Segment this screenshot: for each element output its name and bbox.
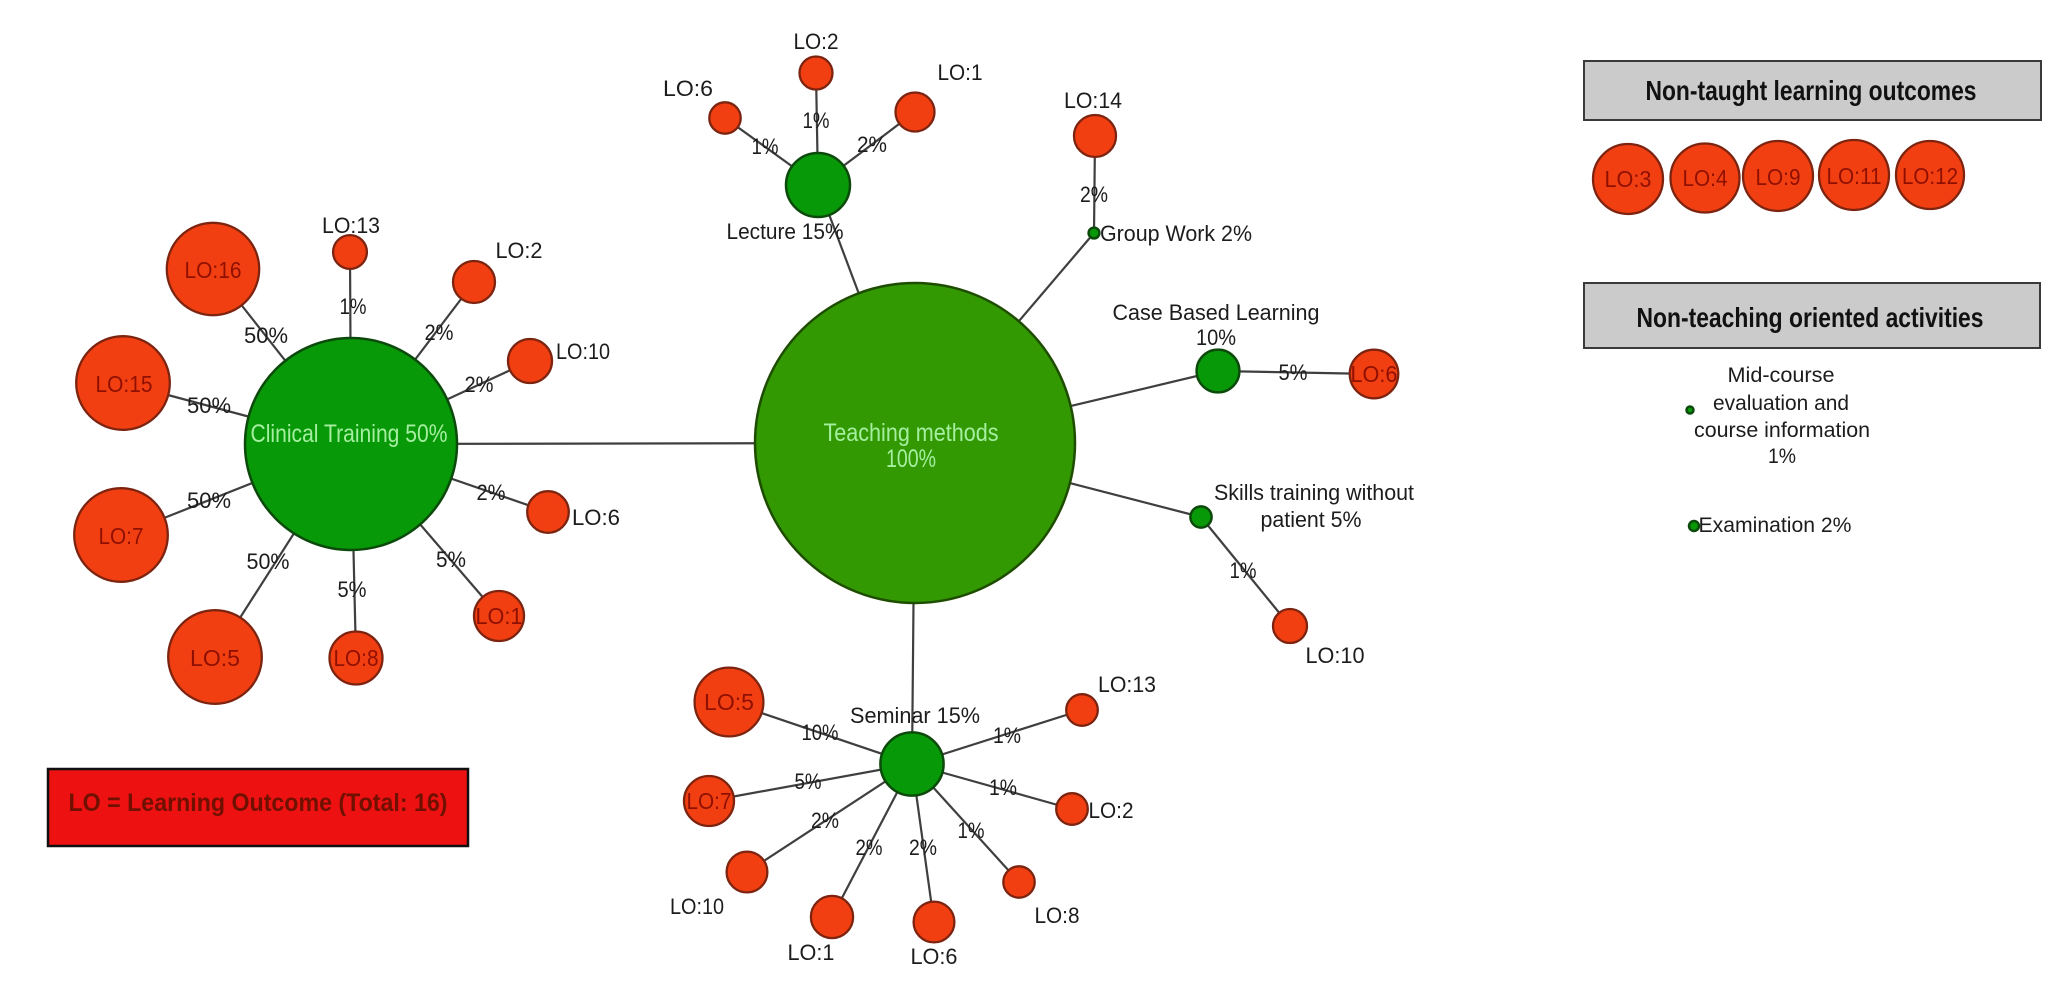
svg-text:LO:7: LO:7 bbox=[99, 523, 144, 549]
svg-text:1%: 1% bbox=[1230, 558, 1257, 583]
svg-text:LO:8: LO:8 bbox=[334, 645, 379, 671]
svg-text:50%: 50% bbox=[187, 488, 231, 513]
svg-text:Clinical Training 50%: Clinical Training 50% bbox=[251, 420, 448, 448]
svg-text:50%: 50% bbox=[247, 549, 290, 574]
svg-text:LO:15: LO:15 bbox=[96, 371, 153, 397]
svg-text:LO:6: LO:6 bbox=[572, 505, 620, 530]
svg-text:LO:5: LO:5 bbox=[190, 645, 240, 671]
svg-text:LO:11: LO:11 bbox=[1827, 163, 1882, 189]
svg-text:Teaching methods: Teaching methods bbox=[824, 419, 999, 447]
svg-text:LO:2: LO:2 bbox=[1089, 798, 1134, 823]
svg-text:LO:6: LO:6 bbox=[911, 944, 958, 969]
svg-text:Skills training without: Skills training without bbox=[1214, 480, 1414, 505]
svg-text:Non-teaching oriented activiti: Non-teaching oriented activities bbox=[1637, 302, 1984, 333]
svg-text:5%: 5% bbox=[436, 547, 466, 572]
svg-text:50%: 50% bbox=[187, 393, 231, 418]
svg-text:1%: 1% bbox=[803, 108, 830, 133]
svg-text:Mid-course: Mid-course bbox=[1728, 364, 1835, 387]
svg-text:5%: 5% bbox=[338, 577, 367, 602]
svg-text:100%: 100% bbox=[886, 445, 936, 473]
svg-text:Examination 2%: Examination 2% bbox=[1699, 514, 1852, 537]
svg-text:course information: course information bbox=[1694, 419, 1870, 442]
svg-text:50%: 50% bbox=[244, 323, 288, 348]
svg-text:LO:2: LO:2 bbox=[496, 238, 543, 263]
svg-text:Case Based Learning: Case Based Learning bbox=[1113, 300, 1320, 325]
svg-text:LO:6: LO:6 bbox=[1351, 361, 1398, 387]
svg-text:LO = Learning Outcome (Total:: LO = Learning Outcome (Total: 16) bbox=[69, 789, 448, 817]
svg-text:LO:3: LO:3 bbox=[1605, 166, 1652, 192]
svg-text:LO:7: LO:7 bbox=[687, 788, 732, 814]
svg-text:LO:13: LO:13 bbox=[1098, 672, 1156, 697]
svg-text:2%: 2% bbox=[811, 808, 839, 833]
svg-text:1%: 1% bbox=[1768, 445, 1796, 468]
svg-text:LO:5: LO:5 bbox=[704, 689, 754, 715]
svg-text:LO:1: LO:1 bbox=[788, 940, 835, 965]
svg-text:LO:1: LO:1 bbox=[476, 603, 523, 629]
svg-text:LO:2: LO:2 bbox=[794, 29, 839, 54]
svg-text:1%: 1% bbox=[989, 775, 1017, 800]
svg-text:LO:10: LO:10 bbox=[670, 894, 724, 919]
svg-text:5%: 5% bbox=[1279, 360, 1308, 385]
svg-text:Seminar 15%: Seminar 15% bbox=[850, 703, 980, 728]
svg-text:2%: 2% bbox=[857, 132, 887, 157]
svg-text:LO:14: LO:14 bbox=[1064, 88, 1122, 113]
svg-text:LO:10: LO:10 bbox=[556, 339, 610, 364]
svg-text:LO:12: LO:12 bbox=[1902, 163, 1958, 189]
svg-text:1%: 1% bbox=[993, 723, 1021, 748]
svg-text:1%: 1% bbox=[958, 818, 985, 843]
svg-text:LO:1: LO:1 bbox=[938, 60, 983, 85]
svg-text:evaluation and: evaluation and bbox=[1713, 392, 1849, 415]
svg-text:Non-taught learning outcomes: Non-taught learning outcomes bbox=[1646, 75, 1977, 106]
svg-text:patient 5%: patient 5% bbox=[1261, 507, 1362, 532]
svg-text:5%: 5% bbox=[795, 769, 822, 794]
svg-text:LO:6: LO:6 bbox=[663, 76, 713, 101]
svg-text:10%: 10% bbox=[1196, 325, 1236, 350]
svg-text:Lecture 15%: Lecture 15% bbox=[727, 219, 844, 244]
svg-text:1%: 1% bbox=[752, 134, 779, 159]
svg-text:2%: 2% bbox=[1080, 182, 1108, 207]
svg-text:LO:10: LO:10 bbox=[1306, 643, 1365, 668]
svg-text:LO:16: LO:16 bbox=[185, 257, 242, 283]
svg-text:LO:9: LO:9 bbox=[1756, 164, 1801, 190]
svg-text:LO:8: LO:8 bbox=[1035, 903, 1080, 928]
svg-text:2%: 2% bbox=[477, 480, 506, 505]
svg-text:LO:4: LO:4 bbox=[1683, 165, 1728, 191]
svg-text:2%: 2% bbox=[425, 320, 454, 345]
svg-text:Group Work 2%: Group Work 2% bbox=[1100, 221, 1252, 246]
svg-text:1%: 1% bbox=[340, 294, 367, 319]
svg-text:LO:13: LO:13 bbox=[322, 213, 380, 238]
svg-text:2%: 2% bbox=[909, 835, 937, 860]
svg-text:2%: 2% bbox=[465, 372, 494, 397]
svg-text:2%: 2% bbox=[856, 835, 883, 860]
svg-text:10%: 10% bbox=[802, 720, 839, 745]
